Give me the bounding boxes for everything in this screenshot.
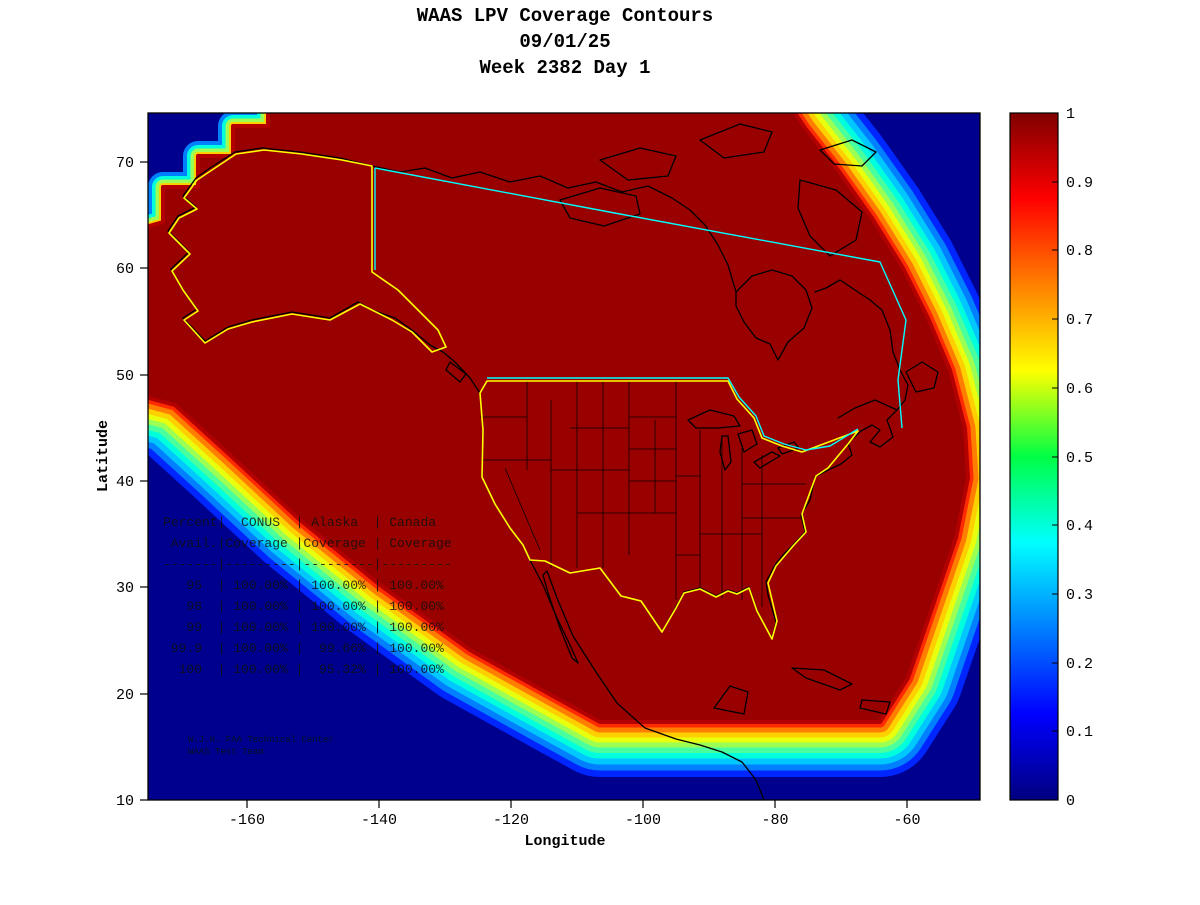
us-canada-border [487,377,859,451]
y-tick-label: 60 [116,261,134,278]
island-arctic-2 [699,123,773,159]
colorbar-tick-label: 1 [1066,106,1075,123]
coastlines [167,123,939,800]
conus-boundary [479,380,859,640]
lake-michigan [719,435,732,471]
island-cuba [791,667,853,691]
plot-frame [147,112,981,801]
colorbar-tick-label: 0.8 [1066,243,1093,260]
x-tick-label: -80 [761,812,788,829]
x-tick-label: -160 [229,812,265,829]
coastline-arctic [371,165,737,293]
island-victoria [559,187,641,227]
lake-superior [687,409,741,429]
yucatan [713,685,749,715]
lake-erie [753,451,781,469]
island-vancouver [445,361,467,383]
y-tick-label: 50 [116,368,134,385]
island-newfoundland [905,361,939,393]
colorbar-tick-label: 0 [1066,793,1075,810]
y-tick-label: 40 [116,474,134,491]
x-tick-label: -140 [361,812,397,829]
x-axis: -160 -140 -120 -100 -80 -60 Longitude [229,800,921,850]
coastline-east [661,299,909,639]
chart-date: 09/01/25 [519,31,610,53]
colorbar-tick-label: 0.1 [1066,724,1093,741]
y-axis-title: Latitude [95,420,112,492]
colorbar-tick-label: 0.6 [1066,381,1093,398]
coverage-statistics-table: Percent| CONUS | Alaska | Canada Avail.|… [163,512,452,680]
st-lawrence [837,399,898,419]
y-tick-label: 10 [116,793,134,810]
island-arctic-3 [819,139,877,167]
island-arctic-1 [599,147,677,181]
table-row: 98 | 100.00% | 100.00% | 100.00% [163,599,444,614]
y-tick-label: 70 [116,155,134,172]
table-row: Percent| CONUS | Alaska | Canada [163,515,437,530]
y-tick-label: 20 [116,687,134,704]
colorbar: 1 0.9 0.8 0.7 0.6 0.5 0.4 0.3 0.2 0.1 0 [1009,106,1093,810]
colorbar-tick-label: 0.4 [1066,518,1093,535]
colorbar-tick-label: 0.2 [1066,656,1093,673]
x-axis-title: Longitude [524,833,605,850]
fir-boundaries [374,167,907,451]
chart-week-day: Week 2382 Day 1 [479,57,650,79]
y-axis: 70 60 50 40 30 20 10 Latitude [95,155,148,810]
island-baffin [797,179,863,257]
chart-title: WAAS LPV Coverage Contours [417,5,713,27]
x-tick-label: -60 [893,812,920,829]
y-tick-label: 30 [116,580,134,597]
colorbar-gradient [1010,113,1058,800]
colorbar-tick-label: 0.9 [1066,175,1093,192]
colorbar-tick-label: 0.5 [1066,450,1093,467]
colorbar-tick-label: 0.7 [1066,312,1093,329]
table-row: 100 | 100.00% | 95.32% | 100.00% [163,662,444,677]
x-tick-label: -120 [493,812,529,829]
table-row: -------|---------|---------|--------- [163,557,452,572]
credits-line: W.J.H. FAA Technical Center [188,735,334,745]
labrador-coast [814,279,871,301]
x-axis-ticks [246,800,908,808]
x-tick-label: -100 [625,812,661,829]
table-row: 99.9 | 100.00% | 99.66% | 100.00% [163,641,444,656]
service-area-boundaries [168,149,859,640]
state-borders [480,381,806,607]
y-axis-ticks [140,161,148,801]
map-plot-area [148,113,980,800]
chart-title-block: WAAS LPV Coverage Contours 09/01/25 Week… [417,5,713,79]
canada-fir-diagonal [374,167,907,429]
hudson-bay [735,269,813,361]
colorbar-ticks [1052,112,1058,801]
alaska-boundary [168,149,447,353]
table-row: 95 | 100.00% | 100.00% | 100.00% [163,578,444,593]
colorbar-tick-label: 0.3 [1066,587,1093,604]
island-hispaniola [859,699,891,715]
table-row: Avail.|Coverage |Coverage | Coverage [163,536,452,551]
table-row: 99 | 100.00% | 100.00% | 100.00% [163,620,444,635]
coverage-region-100pct [148,113,970,724]
credits: W.J.H. FAA Technical Center WAAS Test Te… [188,734,334,758]
credits-line: WAAS Test Team [188,747,264,757]
coastline-west [167,147,765,800]
